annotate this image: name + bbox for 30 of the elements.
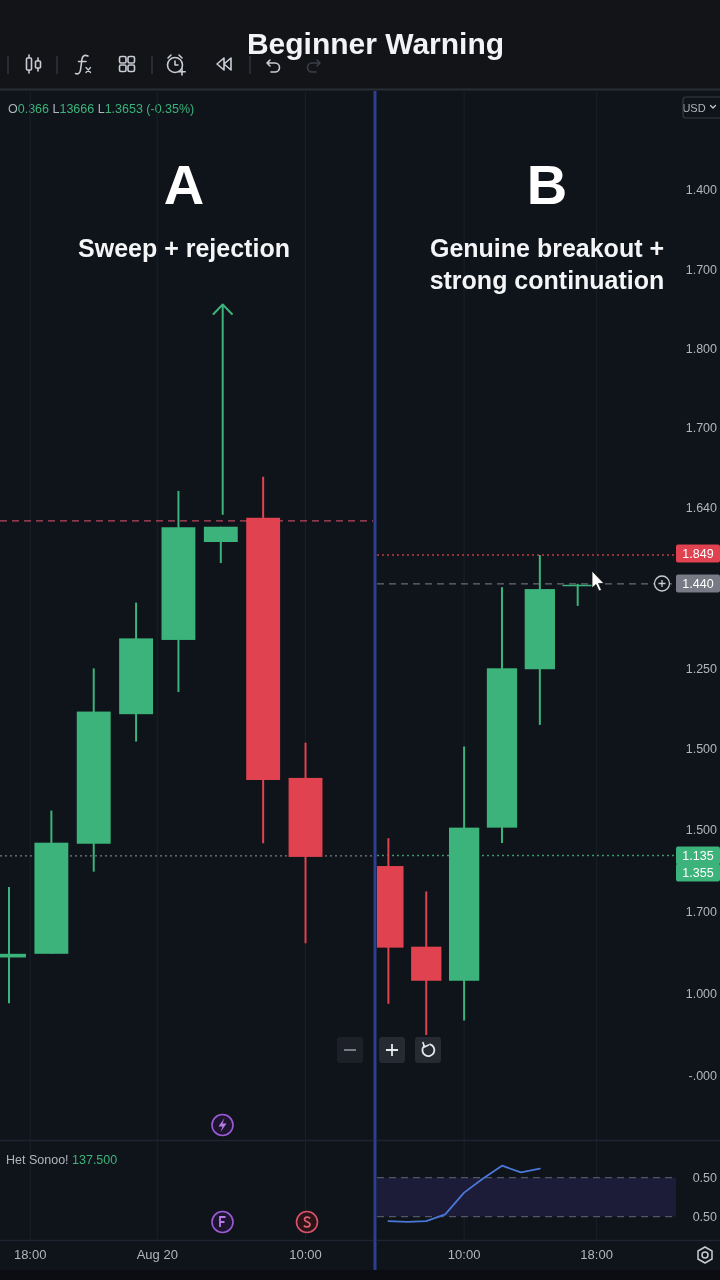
- text: 1.700: [685, 421, 718, 435]
- text: -.000: [688, 1069, 718, 1083]
- text: O0.366 L13666 L1.3653 (-0.35%): [8, 102, 195, 116]
- text: 1.000: [685, 987, 718, 1001]
- text: 1.500: [685, 742, 718, 756]
- x-tick-label: 18:00: [580, 1247, 613, 1262]
- chart-title: A: [163, 153, 205, 216]
- text: 1.400: [685, 183, 718, 197]
- text: 1.440: [682, 576, 714, 591]
- x-tick-label: 18:00: [13, 1247, 47, 1262]
- text: 0.50: [692, 1171, 718, 1185]
- text: 1.355: [682, 865, 714, 880]
- x-tick-label: 10:00: [289, 1247, 322, 1262]
- text: 1.700: [685, 905, 718, 919]
- text: 1.800: [685, 342, 718, 356]
- text: 1.700: [685, 263, 718, 277]
- text: Het Sonoo! 137.500: [6, 1153, 118, 1167]
- text: 1.135: [682, 848, 714, 863]
- chart-title: B: [526, 153, 568, 216]
- x-tick-label: Aug 20: [136, 1247, 178, 1262]
- text: 0.50: [692, 1210, 718, 1224]
- text: USD: [682, 101, 706, 114]
- x-tick-label: 10:00: [447, 1247, 481, 1262]
- chart-subtitle: Sweep + rejection: [78, 234, 290, 262]
- text: 1.250: [685, 662, 718, 676]
- chart-subtitle: Genuine breakout + strong continuation: [429, 234, 665, 294]
- text: 1.849: [682, 546, 714, 561]
- text: 1.640: [685, 501, 718, 515]
- text: 1.500: [685, 823, 718, 837]
- text: Beginner Warning: [246, 27, 505, 60]
